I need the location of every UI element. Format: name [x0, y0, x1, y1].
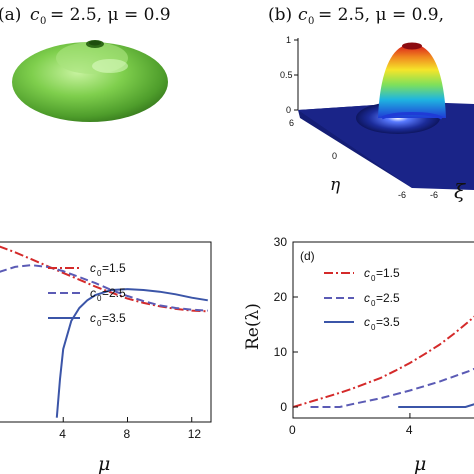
legend-d-text-2: =2.5: [376, 291, 400, 305]
panel-d-chart: (d) 0 10 20 30 0 4 Re(λ) c 0 =1.5 c 0 =2.5 c…: [243, 235, 474, 474]
panel-b-caption: (b) c 0 = 2.5, μ = 0.9,: [268, 5, 444, 27]
legend-c-text-3: =3.5: [102, 311, 126, 325]
legend-d-text-1-sub: 0: [371, 274, 376, 283]
panel-d-ylabel: Re(λ): [243, 303, 263, 350]
panel-d-xlabel: μ: [414, 453, 426, 474]
eta-tick-0: 0: [332, 151, 337, 161]
svg-text:0: 0: [308, 16, 314, 27]
c-xtick-label-4: 4: [59, 427, 66, 441]
series-line-3: [398, 403, 474, 408]
xi-axis-label: ξ: [454, 179, 466, 203]
legend-d-text-3-sub: 0: [371, 323, 376, 332]
legend-d-text-3: =3.5: [376, 315, 400, 329]
panel-d-frame: [292, 241, 474, 419]
series-line-2: [310, 367, 474, 408]
panel-a-params: = 2.5, μ = 0.9: [50, 5, 171, 25]
legend-c-text-2: =2.5: [102, 286, 126, 300]
panel-a-label: (a): [0, 5, 21, 25]
d-ytick-label-30: 30: [274, 235, 288, 249]
panel-d-label: (d): [300, 249, 315, 263]
series-line-2: [0, 264, 208, 312]
legend-d-text-1-c: c: [364, 266, 370, 280]
c-xtick-label-12: 12: [188, 427, 202, 441]
legend-c-text-3-c: c: [90, 311, 96, 325]
legend-c-text-3-sub: 0: [97, 319, 102, 328]
series-line-1: [0, 245, 208, 313]
panel-b-surface-plot: 1 0.5 0 6 0 η -6 -6 ξ: [280, 35, 474, 203]
panel-c-frame: [0, 241, 212, 423]
z-tick-0-5: 0.5: [280, 70, 293, 80]
eta-tick-6: 6: [289, 118, 294, 128]
legend-d-text-1: =1.5: [376, 266, 400, 280]
d-xtick-label-4: 4: [406, 423, 413, 437]
legend-c-text-1: =1.5: [102, 261, 126, 275]
legend-c-text-2-sub: 0: [97, 294, 102, 303]
z-tick-1: 1: [286, 35, 291, 45]
d-ytick-label-10: 10: [274, 345, 288, 359]
d-ytick-label-0: 0: [280, 400, 287, 414]
legend-c-text-1-sub: 0: [97, 269, 102, 278]
legend-c-text-1-c: c: [90, 261, 96, 275]
panel-b-params: = 2.5, μ = 0.9,: [318, 5, 444, 25]
panel-c-xlabel: μ: [98, 453, 110, 474]
eta-axis-label: η: [330, 175, 341, 195]
legend-d-text-3-c: c: [364, 315, 370, 329]
z-tick-0: 0: [286, 105, 291, 115]
series-line-1: [293, 315, 474, 408]
panel-a-c-symbol: c: [30, 5, 40, 25]
panel-c-chart: 4 8 12 c 0 =1.5 c 0 =2.5 c 0 =3.5 μ: [0, 241, 212, 474]
panel-a-caption: (a) c 0 = 2.5, μ = 0.9: [0, 5, 171, 27]
eta-tick-minus6: -6: [398, 190, 406, 200]
svg-text:0: 0: [40, 16, 46, 27]
d-xtick-label-0: 0: [289, 423, 296, 437]
panel-a-soliton-surface: [12, 40, 168, 122]
series-line-3: [55, 288, 208, 418]
xi-tick-minus6: -6: [430, 190, 438, 200]
panel-d-legend: c 0 =1.5 c 0 =2.5 c 0 =3.5: [324, 266, 400, 332]
panel-b-label: (b): [268, 5, 292, 25]
legend-d-text-2-c: c: [364, 291, 370, 305]
legend-d-text-2-sub: 0: [371, 299, 376, 308]
c-xtick-label-8: 8: [123, 427, 130, 441]
panel-b-c-symbol: c: [298, 5, 308, 25]
legend-c-text-2-c: c: [90, 286, 96, 300]
d-ytick-label-20: 20: [274, 290, 288, 304]
panel-c-legend: c 0 =1.5 c 0 =2.5 c 0 =3.5: [48, 261, 126, 328]
